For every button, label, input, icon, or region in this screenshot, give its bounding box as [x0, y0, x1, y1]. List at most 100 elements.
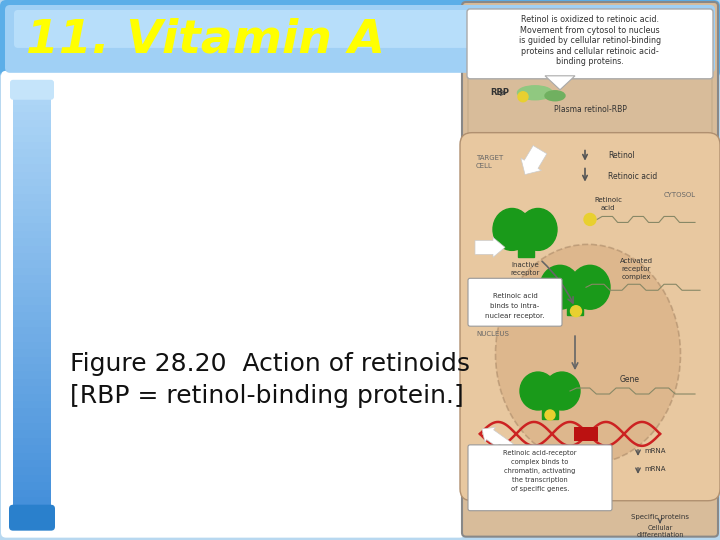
Bar: [13, 156, 51, 164]
FancyBboxPatch shape: [468, 445, 612, 511]
Bar: [542, 391, 558, 419]
Ellipse shape: [495, 245, 680, 464]
Text: of specific genes.: of specific genes.: [510, 486, 570, 492]
Text: proteins and cellular retinoic acid-: proteins and cellular retinoic acid-: [521, 47, 659, 56]
Text: Cellular
differentiation: Cellular differentiation: [636, 525, 684, 538]
Bar: [13, 319, 51, 327]
Bar: [13, 297, 51, 305]
Bar: [13, 452, 51, 460]
FancyBboxPatch shape: [460, 133, 720, 501]
Text: the transcription: the transcription: [512, 477, 568, 483]
Text: Plasma retinol-RBP: Plasma retinol-RBP: [554, 105, 626, 114]
Bar: [13, 363, 51, 372]
Ellipse shape: [520, 372, 556, 410]
Bar: [13, 371, 51, 379]
Bar: [13, 282, 51, 290]
Text: Figure 28.20  Action of retinoids: Figure 28.20 Action of retinoids: [70, 352, 470, 376]
Text: Retinol: Retinol: [608, 151, 635, 160]
Bar: [13, 127, 51, 134]
Text: Retinoic acid: Retinoic acid: [608, 172, 657, 181]
Bar: [13, 474, 51, 482]
Bar: [13, 386, 51, 394]
Bar: [13, 193, 51, 201]
Ellipse shape: [493, 208, 531, 251]
Bar: [13, 341, 51, 349]
Text: Retinoic acid: Retinoic acid: [492, 293, 537, 299]
Text: RBP: RBP: [490, 88, 509, 97]
FancyArrow shape: [480, 444, 504, 463]
FancyBboxPatch shape: [468, 278, 562, 326]
Text: Retinol is oxidized to retinoic acid.: Retinol is oxidized to retinoic acid.: [521, 16, 659, 24]
Bar: [13, 90, 51, 98]
Bar: [13, 334, 51, 342]
Text: is guided by cellular retinol-binding: is guided by cellular retinol-binding: [519, 36, 661, 45]
Bar: [13, 267, 51, 275]
FancyBboxPatch shape: [14, 10, 706, 48]
Bar: [13, 119, 51, 127]
Bar: [13, 97, 51, 105]
Text: NUCLEUS: NUCLEUS: [476, 331, 509, 337]
Bar: [13, 497, 51, 504]
FancyBboxPatch shape: [468, 76, 712, 152]
FancyBboxPatch shape: [10, 80, 54, 100]
Bar: [13, 289, 51, 298]
Ellipse shape: [545, 91, 565, 101]
Circle shape: [518, 92, 528, 102]
Bar: [13, 141, 51, 150]
Text: chromatin, activating: chromatin, activating: [504, 468, 576, 474]
Text: TARGET
CELL: TARGET CELL: [476, 154, 503, 168]
Bar: [13, 230, 51, 238]
Text: Activated
receptor
complex: Activated receptor complex: [619, 258, 652, 280]
Bar: [13, 378, 51, 386]
Bar: [13, 519, 51, 526]
Bar: [13, 112, 51, 120]
Bar: [567, 287, 583, 315]
Bar: [13, 82, 51, 90]
Bar: [13, 171, 51, 179]
Bar: [13, 312, 51, 320]
Bar: [13, 186, 51, 194]
Ellipse shape: [540, 265, 580, 309]
Bar: [13, 104, 51, 112]
Bar: [13, 511, 51, 519]
Bar: [13, 208, 51, 216]
Bar: [13, 349, 51, 356]
Ellipse shape: [544, 372, 580, 410]
FancyBboxPatch shape: [1, 71, 465, 538]
Bar: [13, 467, 51, 475]
Bar: [13, 223, 51, 231]
Text: Inactive
receptor: Inactive receptor: [510, 262, 540, 276]
Text: nuclear receptor.: nuclear receptor.: [485, 313, 545, 319]
Bar: [13, 134, 51, 142]
Polygon shape: [545, 76, 575, 90]
Bar: [13, 238, 51, 246]
Bar: [13, 245, 51, 253]
FancyBboxPatch shape: [462, 2, 718, 537]
Text: Gene: Gene: [620, 375, 640, 383]
FancyBboxPatch shape: [9, 505, 55, 531]
Text: Retinoic acid-receptor: Retinoic acid-receptor: [503, 450, 577, 456]
Bar: [13, 304, 51, 312]
Bar: [574, 427, 598, 441]
Text: mRNA: mRNA: [644, 466, 665, 472]
Bar: [13, 504, 51, 512]
Bar: [13, 445, 51, 453]
Text: binding proteins.: binding proteins.: [556, 57, 624, 66]
Bar: [13, 430, 51, 438]
Text: Movement from cytosol to nucleus: Movement from cytosol to nucleus: [520, 26, 660, 35]
Bar: [13, 215, 51, 224]
Circle shape: [570, 306, 582, 316]
Bar: [13, 408, 51, 416]
Circle shape: [545, 410, 555, 420]
Bar: [13, 415, 51, 423]
Bar: [13, 437, 51, 446]
Bar: [13, 178, 51, 186]
Text: [RBP = retinol-binding protein.]: [RBP = retinol-binding protein.]: [70, 384, 464, 408]
Bar: [13, 201, 51, 208]
Text: complex binds to: complex binds to: [511, 459, 569, 465]
FancyArrow shape: [475, 294, 503, 312]
FancyArrow shape: [521, 145, 547, 174]
Bar: [13, 423, 51, 430]
Bar: [13, 489, 51, 497]
Bar: [13, 260, 51, 268]
